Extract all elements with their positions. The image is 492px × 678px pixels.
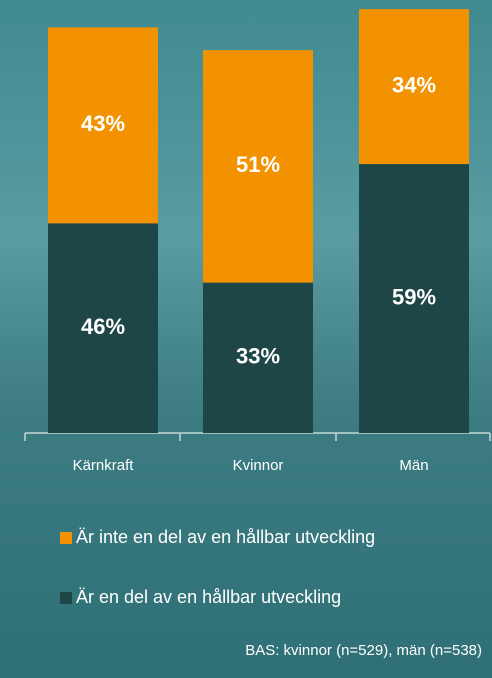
data-label: 33%	[236, 344, 280, 369]
legend-swatch	[60, 592, 72, 604]
legend-label: Är en del av en hållbar utveckling	[76, 587, 341, 607]
x-tick-label: Kärnkraft	[73, 457, 135, 474]
legend-swatch	[60, 532, 72, 544]
data-label: 51%	[236, 152, 280, 177]
bar-segment	[359, 164, 469, 433]
x-tick-label: Män	[399, 457, 428, 474]
bar-segment	[203, 50, 313, 283]
data-label: 46%	[81, 314, 125, 339]
data-label: 34%	[392, 72, 436, 97]
bar-segment	[48, 223, 158, 433]
bar-segment	[359, 9, 469, 165]
data-label: 59%	[392, 284, 436, 309]
data-label: 43%	[81, 111, 125, 136]
bar-segment	[203, 282, 313, 433]
bar-segment	[48, 27, 158, 224]
base-note: BAS: kvinnor (n=529), män (n=538)	[245, 642, 482, 659]
legend-label: Är inte en del av en hållbar utveckling	[76, 527, 375, 547]
x-tick-label: Kvinnor	[233, 457, 284, 474]
